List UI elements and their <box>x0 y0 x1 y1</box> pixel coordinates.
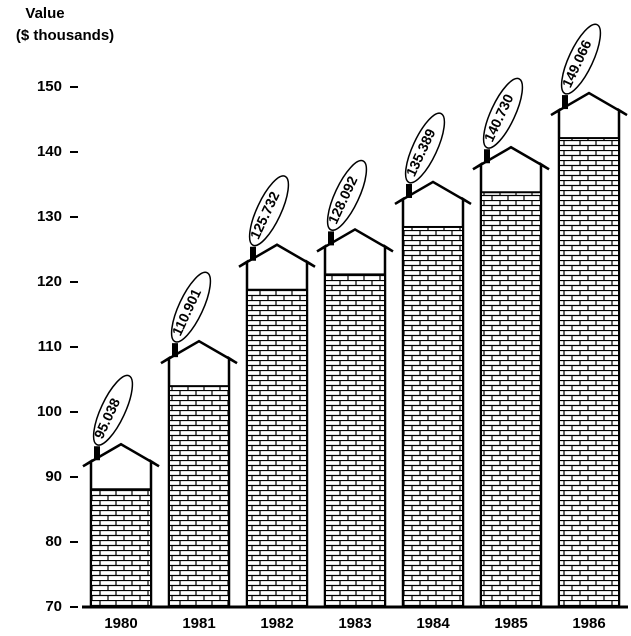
brick-wall <box>480 191 542 608</box>
value-label: 140.730 <box>481 91 517 144</box>
x-tick-label: 1981 <box>182 615 215 632</box>
y-axis-label: Value <box>25 5 64 22</box>
chimney <box>484 149 490 164</box>
brick-wall <box>90 488 152 608</box>
y-tick-label: 130 <box>37 208 62 225</box>
value-label: 149.066 <box>559 37 595 90</box>
smoke <box>404 112 446 184</box>
value-label: 110.901 <box>169 286 205 338</box>
smoke <box>170 271 212 343</box>
x-tick-label: 1980 <box>104 615 137 632</box>
brick-wall <box>402 225 464 608</box>
value-label: 128.092 <box>325 173 361 226</box>
smoke <box>92 374 134 446</box>
smoke <box>482 77 524 149</box>
y-tick-label: 120 <box>37 273 62 290</box>
x-tick-label: 1985 <box>494 615 527 632</box>
brick-wall <box>558 137 620 608</box>
x-tick-label: 1983 <box>338 615 371 632</box>
y-tick-label: 80 <box>45 533 62 550</box>
brick-wall <box>324 273 386 608</box>
smoke <box>326 159 368 231</box>
y-tick-label: 100 <box>37 403 62 420</box>
chimney <box>172 343 178 358</box>
smoke <box>248 175 290 247</box>
brick-wall <box>168 385 230 608</box>
x-tick-label: 1986 <box>572 615 605 632</box>
chimney <box>250 246 256 261</box>
x-tick-label: 1984 <box>416 615 450 632</box>
chimney <box>562 95 568 110</box>
value-label: 135.389 <box>403 126 439 179</box>
chimney <box>406 183 412 198</box>
value-label: 125.732 <box>247 189 283 242</box>
y-tick-label: 140 <box>37 143 62 160</box>
value-label: 95.038 <box>91 395 124 441</box>
y-tick-label: 150 <box>37 78 62 95</box>
chimney <box>94 446 100 461</box>
y-axis-label: ($ thousands) <box>16 27 114 44</box>
y-tick-label: 90 <box>45 468 62 485</box>
y-tick-label: 110 <box>38 338 62 355</box>
smoke <box>560 23 602 95</box>
chimney <box>328 231 334 246</box>
y-tick-label: 70 <box>45 598 62 615</box>
x-tick-label: 1982 <box>260 615 293 632</box>
brick-wall <box>246 288 308 608</box>
